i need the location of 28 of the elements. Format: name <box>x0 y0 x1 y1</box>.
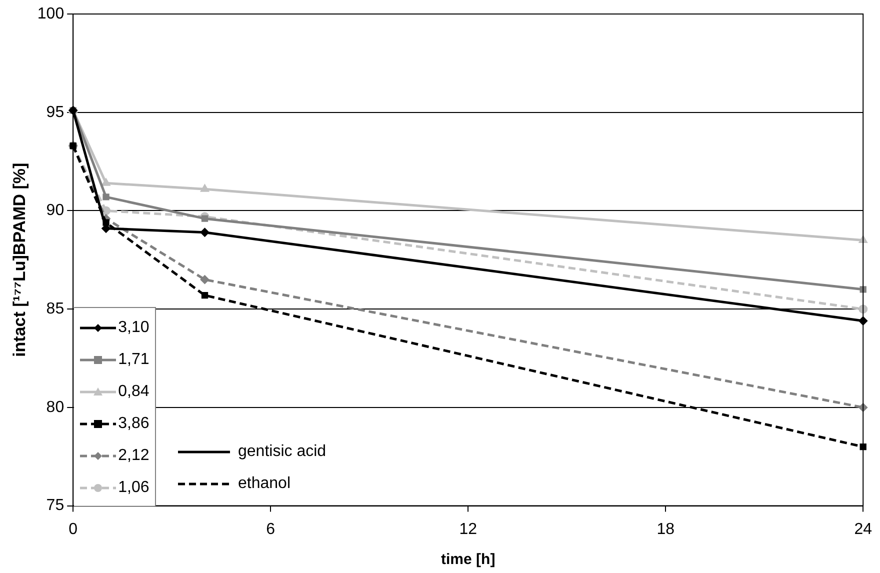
annotation: gentisic acid <box>238 442 326 461</box>
point <box>200 228 210 237</box>
x-tick-label: 18 <box>656 520 675 538</box>
point <box>201 215 208 222</box>
legend-label: 2,12 <box>118 446 150 465</box>
x-tick-label: 12 <box>459 520 478 538</box>
x-tick-label: 0 <box>68 520 78 538</box>
legend-label: 3,10 <box>118 318 150 337</box>
legend-label: 1,06 <box>118 478 150 497</box>
y-tick-label: 75 <box>46 497 64 514</box>
point <box>200 275 210 284</box>
legend-label: 0,84 <box>118 382 150 401</box>
point <box>102 194 110 200</box>
y-tick-label: 80 <box>46 398 64 416</box>
y-tick-label: 85 <box>46 300 64 318</box>
point <box>201 292 208 299</box>
x-tick-label: 6 <box>266 520 276 538</box>
point <box>200 184 210 192</box>
y-axis-title: intact [¹⁷⁷Lu]BPAMD [%] <box>10 162 29 357</box>
point <box>102 178 110 186</box>
annotation: ethanol <box>238 474 290 493</box>
legend-label: 1,71 <box>118 350 150 369</box>
y-tick-label: 90 <box>46 202 64 220</box>
y-tick-label: 100 <box>37 5 64 22</box>
x-tick-label: 24 <box>854 520 872 538</box>
legend-label: 3,86 <box>118 414 150 433</box>
x-axis-title: time [h] <box>441 551 496 568</box>
y-tick-label: 95 <box>46 104 64 121</box>
